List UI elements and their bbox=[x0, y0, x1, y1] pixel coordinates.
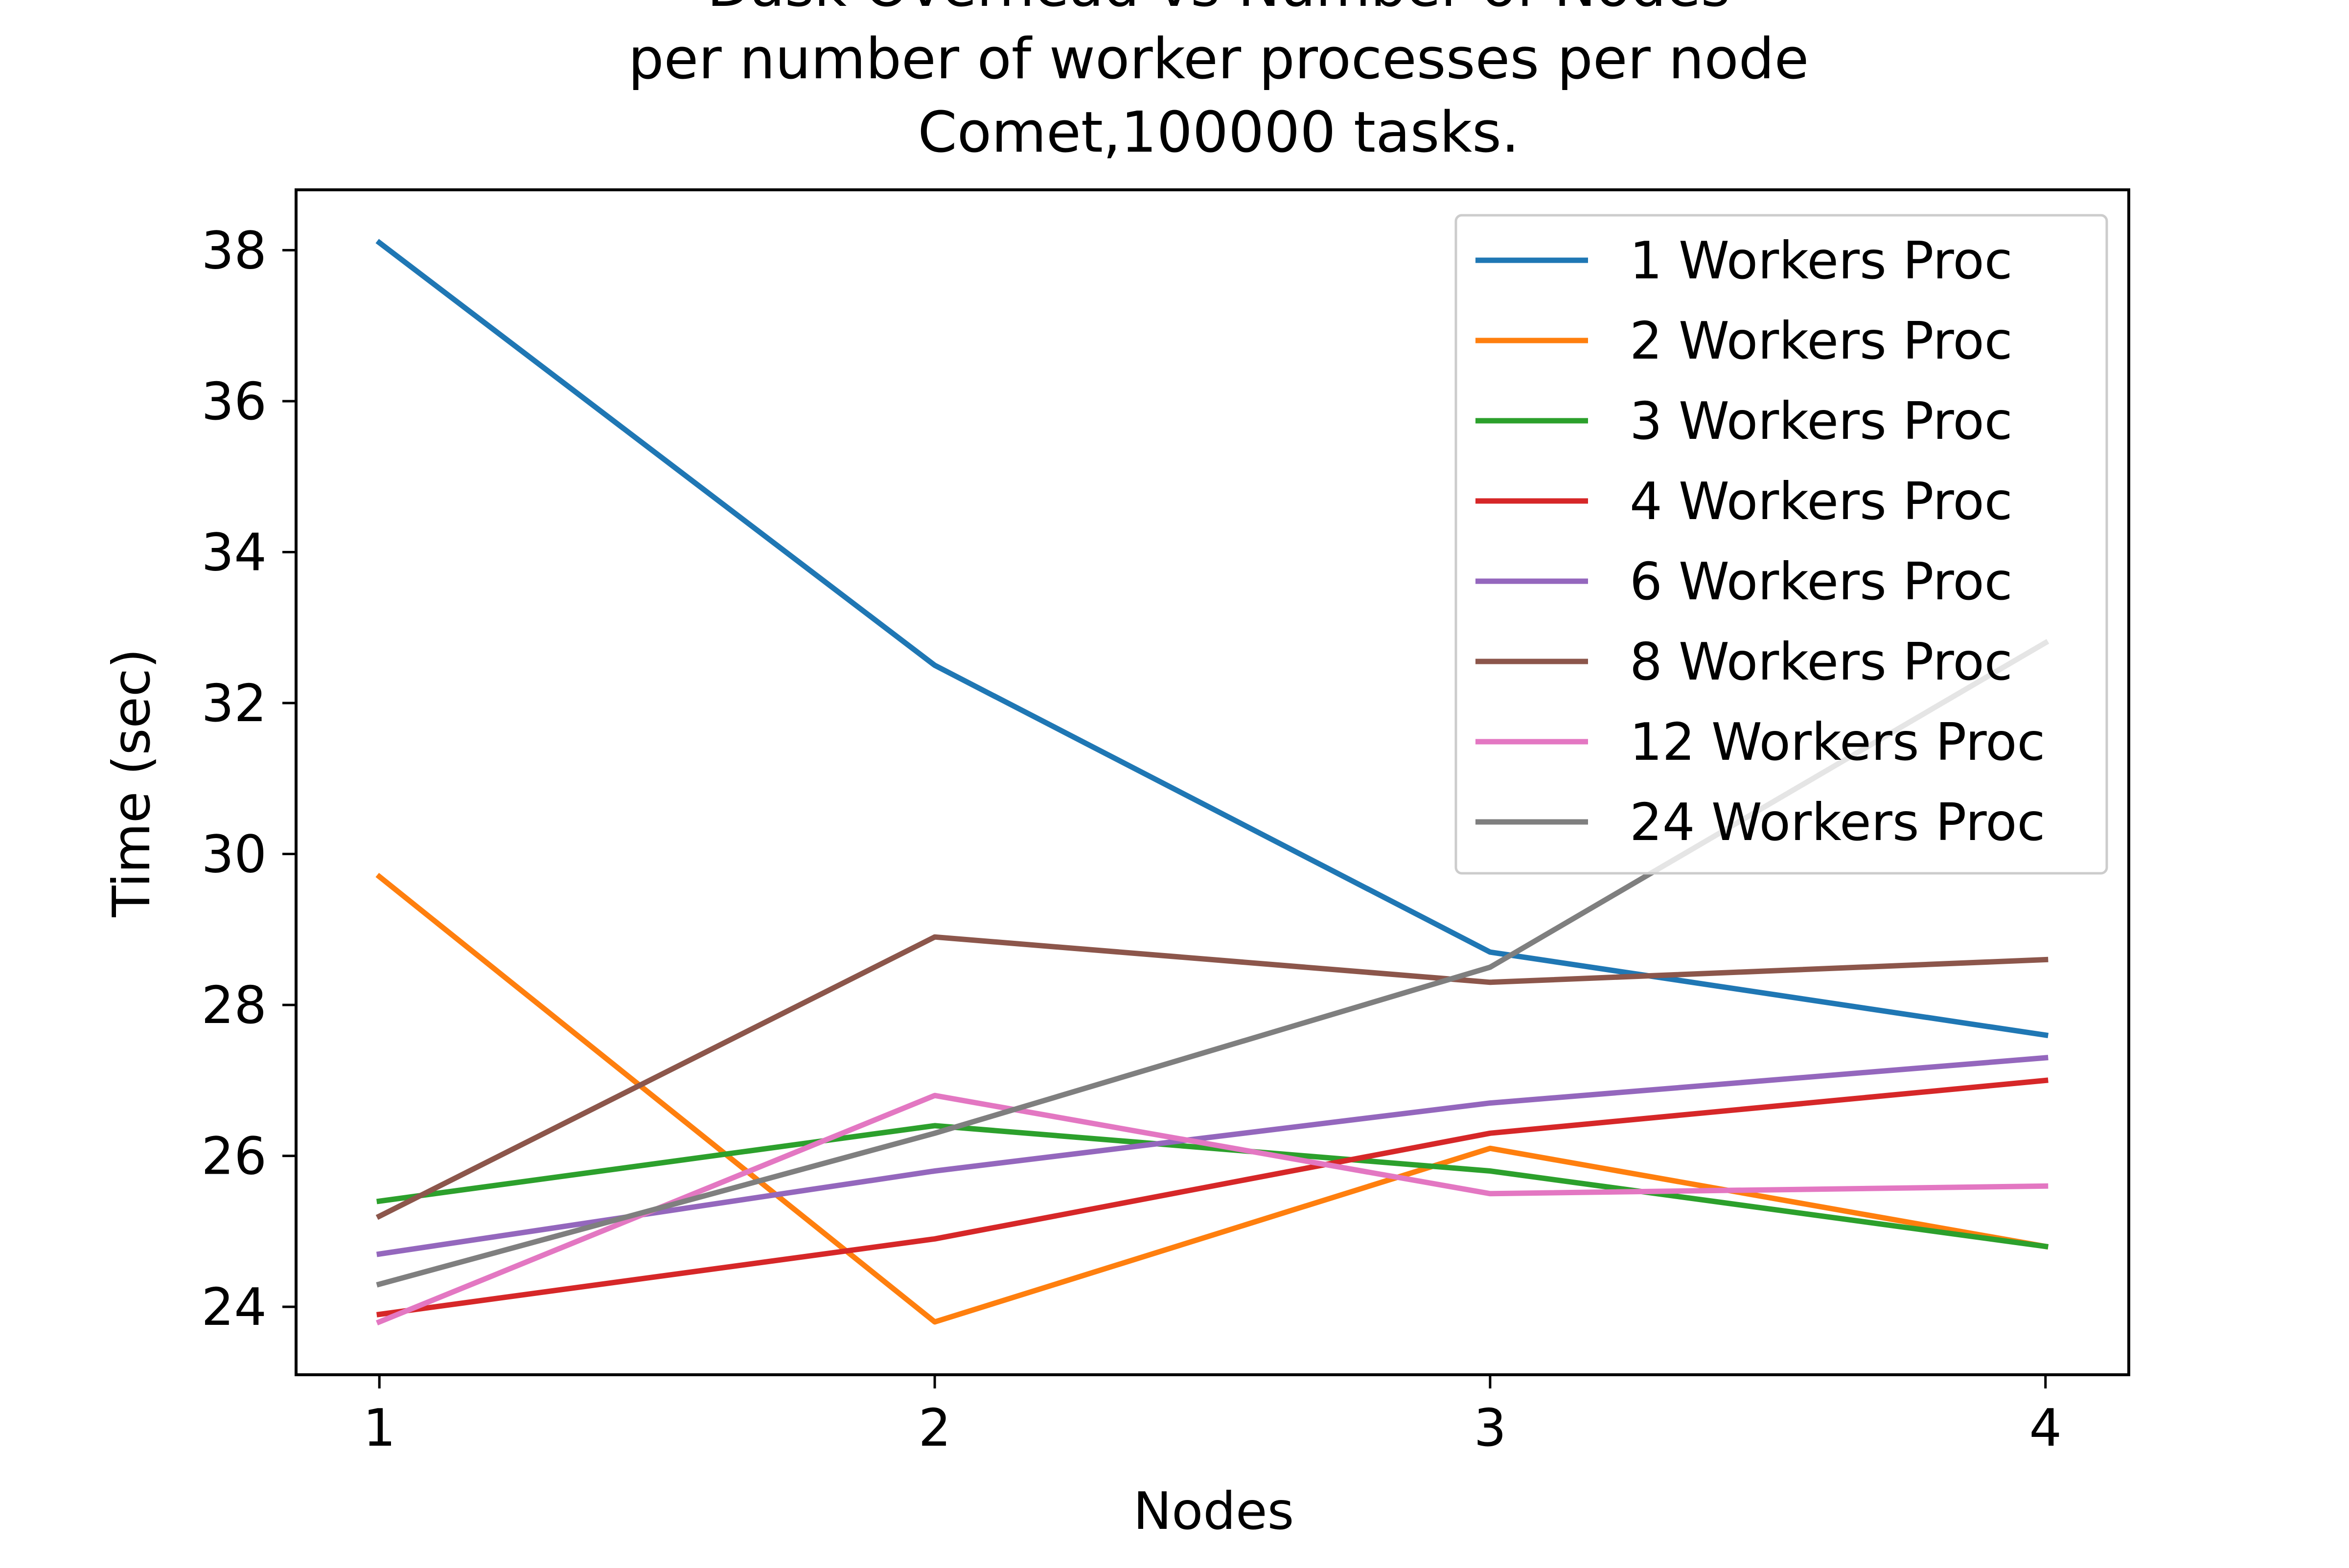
series-line-3 bbox=[376, 1077, 2049, 1318]
x-axis-label: Nodes bbox=[1133, 1481, 1294, 1541]
chart-title-line-3: Comet,100000 tasks. bbox=[918, 100, 1519, 165]
y-tick-label: 34 bbox=[201, 523, 267, 582]
legend-label: 8 Workers Proc bbox=[1630, 632, 2012, 692]
legend: 1 Workers Proc 2 Workers Proc 3 Workers Pr… bbox=[1454, 214, 2108, 875]
series-line-6 bbox=[376, 1092, 2049, 1326]
legend-label: 24 Workers Proc bbox=[1630, 793, 2045, 852]
x-tick-label: 2 bbox=[919, 1398, 951, 1458]
y-tick-label: 30 bbox=[201, 825, 267, 885]
x-tick-label: 3 bbox=[1474, 1398, 1507, 1458]
legend-label: 2 Workers Proc bbox=[1630, 311, 2012, 371]
y-tick-label: 28 bbox=[201, 976, 267, 1035]
plot-frame bbox=[295, 188, 2130, 1376]
y-tick-label: 32 bbox=[201, 674, 267, 733]
y-tick-label: 36 bbox=[201, 372, 267, 432]
x-tick-label: 4 bbox=[2029, 1398, 2062, 1458]
chart-title: Dask Overhead vs Number of Nodes per num… bbox=[628, 0, 1809, 165]
plot-area bbox=[375, 239, 2050, 1326]
y-tick-label: 24 bbox=[201, 1277, 267, 1337]
y-axis-label: Time (sec) bbox=[102, 648, 161, 917]
series-line-2 bbox=[376, 1123, 2049, 1250]
legend-frame bbox=[1454, 214, 2108, 875]
legend-label: 4 Workers Proc bbox=[1630, 472, 2012, 531]
x-tick-label: 1 bbox=[363, 1398, 396, 1458]
chart-title-line-2: per number of worker processes per node bbox=[628, 26, 1809, 92]
series-line-1 bbox=[375, 873, 2049, 1325]
legend-label: 1 Workers Proc bbox=[1630, 231, 2012, 291]
series-line-5 bbox=[375, 934, 2049, 1220]
y-tick-label: 38 bbox=[201, 221, 267, 280]
legend-label: 12 Workers Proc bbox=[1630, 712, 2045, 772]
legend-label: 6 Workers Proc bbox=[1630, 552, 2012, 612]
y-tick-label: 26 bbox=[201, 1127, 267, 1186]
series-line-4 bbox=[376, 1055, 2049, 1257]
chart-title-line-1: Dask Overhead vs Number of Nodes bbox=[707, 0, 1730, 20]
legend-label: 3 Workers Proc bbox=[1630, 391, 2012, 451]
series-line-0 bbox=[375, 239, 2049, 1039]
